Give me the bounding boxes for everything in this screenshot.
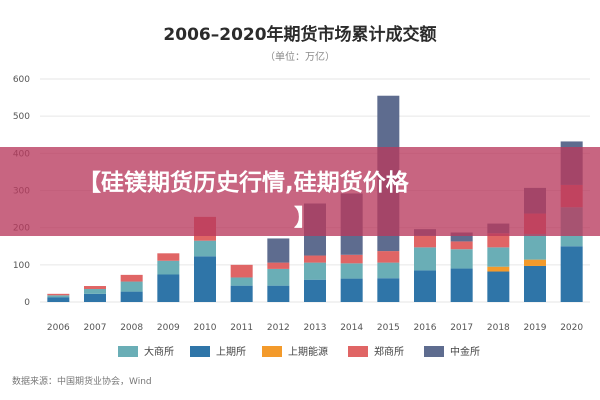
bar-segment: [194, 240, 216, 257]
legend-label: 大商所: [144, 345, 174, 358]
legend-label: 中金所: [450, 345, 480, 358]
x-tick-label: 2012: [267, 323, 290, 333]
bar-segment: [524, 233, 546, 260]
chart-title: 2006–2020年期货市场累计成交额: [163, 24, 436, 45]
banner-title-line2: 】: [294, 205, 317, 231]
bar-segment: [47, 295, 70, 298]
bar-segment: [230, 264, 253, 278]
x-tick-label: 2017: [450, 323, 473, 333]
bar-segment: [84, 293, 106, 302]
bar-segment: [47, 297, 70, 302]
bar-segment: [377, 251, 400, 263]
x-tick-label: 2010: [194, 323, 217, 333]
bar-segment: [120, 281, 143, 292]
bar-segment: [194, 256, 216, 302]
bar-segment: [304, 262, 326, 280]
bar-segment: [560, 246, 583, 302]
bar-segment: [157, 253, 180, 261]
bar-segment: [84, 286, 106, 289]
bar-segment: [414, 247, 436, 271]
bar-segment: [340, 278, 363, 302]
bar-segment: [157, 274, 180, 302]
bar-segment: [377, 278, 400, 302]
y-tick-label: 0: [24, 298, 30, 308]
title-banner: 【硅镁期货历史行情,硅期货价格 】: [0, 147, 600, 236]
x-tick-label: 2020: [560, 323, 583, 333]
legend-swatch: [118, 346, 138, 357]
bar-segment: [47, 293, 70, 296]
bar-segment: [487, 266, 510, 272]
bar-segment: [487, 271, 510, 302]
y-tick-label: 500: [13, 112, 30, 122]
y-tick-label: 600: [13, 75, 30, 85]
bar-segment: [487, 247, 510, 267]
chart-subtitle: （单位：万亿）: [265, 50, 335, 63]
bar-segment: [377, 262, 400, 279]
x-tick-label: 2015: [377, 323, 400, 333]
bar-segment: [524, 259, 546, 266]
bar-segment: [340, 254, 363, 264]
x-tick-label: 2019: [524, 323, 547, 333]
bar-segment: [267, 268, 290, 286]
bars: [47, 95, 583, 302]
source-note: 数据来源：中国期货业协会，Wind: [12, 375, 152, 387]
legend-swatch: [262, 346, 282, 357]
x-tick-label: 2016: [414, 323, 437, 333]
banner-background: [0, 147, 600, 236]
legend-swatch: [190, 346, 210, 357]
bar-segment: [450, 268, 473, 302]
bar-segment: [120, 291, 143, 302]
legend-label: 上期能源: [288, 345, 328, 358]
bar-segment: [157, 260, 180, 275]
bar-segment: [230, 285, 253, 302]
banner-title-line1: 【硅镁期货历史行情,硅期货价格: [78, 169, 410, 196]
bar-segment: [414, 235, 436, 248]
bar-segment: [120, 274, 143, 282]
x-tick-label: 2008: [120, 323, 143, 333]
x-tick-label: 2009: [157, 323, 180, 333]
bar-segment: [414, 270, 436, 302]
bar-segment: [304, 279, 326, 302]
x-tick-label: 2006: [47, 323, 70, 333]
x-tick-label: 2011: [230, 323, 253, 333]
legend-label: 上期所: [216, 346, 246, 358]
bar-segment: [84, 288, 106, 294]
bar-segment: [267, 285, 290, 302]
legend-swatch: [348, 346, 368, 357]
bar-segment: [340, 263, 363, 279]
x-tick-label: 2007: [84, 323, 107, 333]
x-tick-label: 2018: [487, 323, 510, 333]
x-axis-ticks: 2006 2007 2008 2009 2010 2011 2012 2013 2014 2015…: [47, 323, 584, 333]
legend: 大商所 上期所 上期能源 郑商所 中金所: [118, 345, 480, 358]
bar-segment: [450, 249, 473, 269]
bar-segment: [230, 277, 253, 286]
bar-segment: [304, 255, 326, 263]
legend-label: 郑商所: [374, 345, 404, 358]
y-tick-label: 100: [13, 261, 30, 271]
bar-segment: [267, 262, 290, 269]
x-tick-label: 2013: [304, 323, 327, 333]
bar-segment: [524, 265, 546, 302]
bar-segment: [450, 241, 473, 250]
legend-swatch: [424, 346, 444, 357]
bar-segment: [450, 232, 473, 242]
x-tick-label: 2014: [340, 323, 363, 333]
bar-segment: [267, 238, 290, 263]
bar-segment: [487, 233, 510, 248]
